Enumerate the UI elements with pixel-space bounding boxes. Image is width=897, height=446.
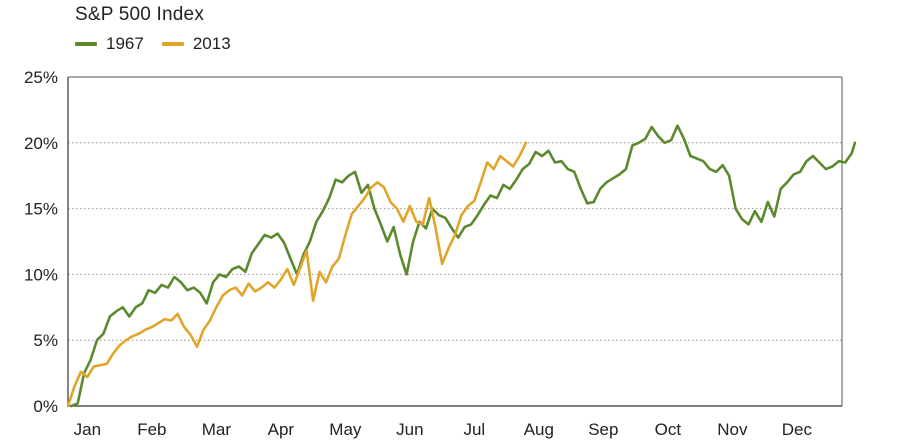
y-tick-label-15: 15%: [24, 200, 58, 219]
x-tick-label-apr: Apr: [268, 420, 295, 439]
y-tick-label-10: 10%: [24, 265, 58, 284]
x-tick-label-sep: Sep: [588, 420, 618, 439]
legend-label-1967: 1967: [106, 34, 144, 53]
legend-item-1967: 1967: [75, 34, 144, 54]
x-tick-label-feb: Feb: [137, 420, 166, 439]
series-line-1967: [69, 124, 857, 408]
legend-swatch-2013: [161, 42, 184, 46]
x-tick-label-nov: Nov: [717, 420, 748, 439]
x-tick-label-oct: Oct: [655, 420, 682, 439]
chart-title: S&P 500 Index: [75, 4, 205, 25]
x-tick-label-may: May: [329, 420, 362, 439]
x-tick-label-dec: Dec: [782, 420, 813, 439]
x-tick-label-jun: Jun: [396, 420, 423, 439]
series-line-2013: [66, 141, 528, 408]
legend-label-2013: 2013: [192, 34, 231, 53]
x-tick-label-aug: Aug: [524, 420, 554, 439]
y-tick-label-20: 20%: [24, 134, 58, 153]
x-tick-label-jan: Jan: [74, 420, 101, 439]
y-tick-label-25: 25%: [24, 68, 58, 87]
legend-swatch-1967: [75, 42, 97, 46]
x-tick-label-jul: Jul: [463, 420, 485, 439]
y-tick-label-5: 5%: [33, 331, 58, 350]
x-tick-label-mar: Mar: [202, 420, 232, 439]
legend: 1967 2013: [75, 33, 249, 55]
y-tick-label-0: 0%: [33, 397, 58, 416]
legend-item-2013: 2013: [161, 34, 231, 54]
